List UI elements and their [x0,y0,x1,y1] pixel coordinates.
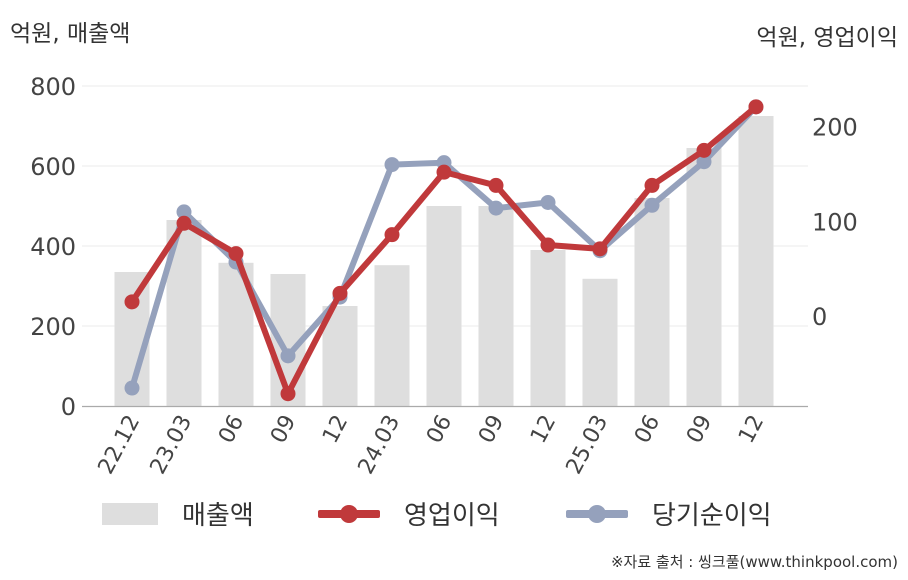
right-axis-unit: 억원, 영업이익 [756,25,898,51]
legend-line-swatch-red [318,503,380,525]
legend-line-swatch-gray [566,503,628,525]
point-영업이익-06 [644,177,660,193]
point-영업이익-09 [696,142,712,158]
x-tick-label: 06 [630,411,665,447]
legend-label-net-income: 당기순이익 [652,501,772,531]
left-y-ticks: 800 600 400 200 0 [30,73,76,421]
left-tick-label: 200 [30,313,76,341]
legend-item-operating-profit: 영업이익 [318,495,500,532]
point-당기순이익-24.03 [384,157,400,173]
point-영업이익-25.03 [592,241,608,257]
right-tick-label: 200 [812,114,858,142]
bar-09 [686,148,722,406]
right-y-ticks: 200 100 0 [812,114,858,331]
x-tick-labels: 22.12 23.03 06 09 12 24.03 06 09 12 25.03 06 09 12 [94,411,770,478]
legend-bar-swatch [102,502,158,525]
point-영업이익-06 [228,246,244,262]
left-tick-label: 600 [30,153,76,181]
bar-24.03 [374,265,410,406]
point-영업이익-09 [488,177,504,193]
point-당기순이익-12 [540,194,556,210]
bar-25.03 [582,278,618,406]
bar-06 [634,198,670,406]
point-영업이익-09 [280,386,296,402]
source-note: ※자료 출처 : 씽크풀(www.thinkpool.com) [610,553,898,571]
x-tick-label: 09 [474,411,509,447]
profit-lines [124,99,764,402]
x-tick-label: 23.03 [146,411,198,478]
x-tick-label: 22.12 [94,411,146,478]
point-당기순이익-09 [696,154,712,170]
x-tick-label: 09 [682,411,717,447]
sales-bars [114,116,774,406]
right-tick-label: 0 [812,303,827,331]
left-tick-label: 400 [30,233,76,261]
right-tick-label: 100 [812,208,858,236]
x-tick-label: 12 [734,411,769,447]
left-tick-label: 0 [61,393,76,421]
point-영업이익-24.03 [384,227,400,243]
bar-06 [426,206,462,406]
bar-12 [322,306,358,406]
point-당기순이익-06 [644,197,660,213]
x-tick-label: 12 [318,411,353,447]
left-axis-unit: 억원, 매출액 [10,21,131,47]
legend-label-sales: 매출액 [182,501,254,531]
x-tick-label: 06 [422,411,457,447]
legend-item-sales: 매출액 [102,495,254,532]
point-영업이익-12 [540,237,556,253]
x-tick-label: 25.03 [562,411,614,478]
point-영업이익-12 [748,99,764,115]
point-영업이익-12 [332,285,348,301]
point-영업이익-22.12 [124,294,140,310]
point-당기순이익-23.03 [176,204,192,220]
point-당기순이익-09 [280,348,296,364]
bar-12 [530,250,566,406]
point-영업이익-23.03 [176,215,192,231]
bar-12 [738,116,774,406]
x-tick-label: 09 [266,411,301,447]
legend-item-net-income: 당기순이익 [566,495,772,532]
point-영업이익-06 [436,164,452,180]
x-tick-label: 06 [214,411,249,447]
x-tick-label: 12 [526,411,561,447]
x-tick-label: 24.03 [354,411,406,478]
legend-label-operating-profit: 영업이익 [404,501,500,531]
point-당기순이익-22.12 [124,380,140,396]
left-tick-label: 800 [30,73,76,101]
point-당기순이익-09 [488,200,504,216]
bar-09 [478,206,514,406]
